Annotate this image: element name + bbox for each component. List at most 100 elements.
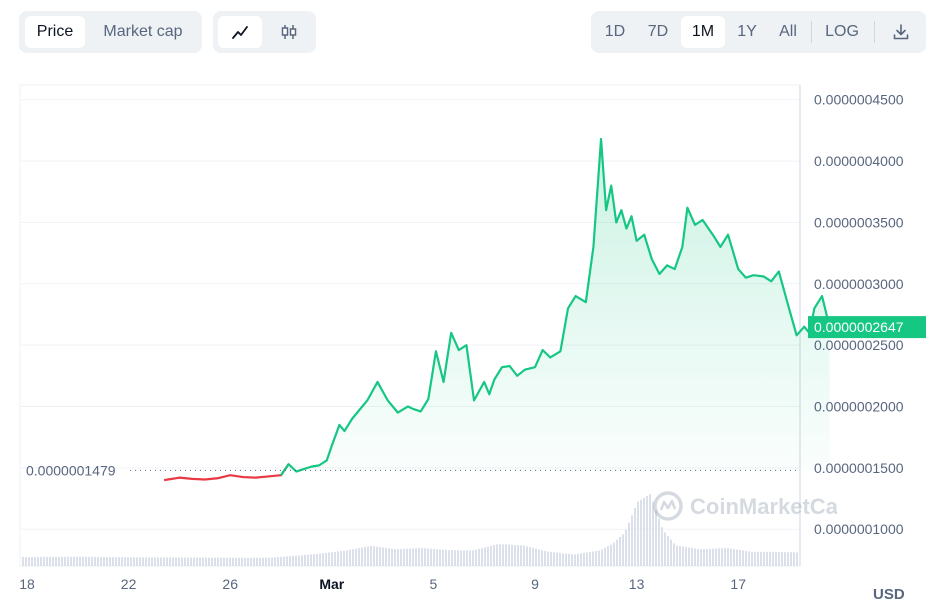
range-7d[interactable]: 7D	[647, 23, 669, 40]
volume-bar	[370, 545, 372, 566]
volume-bar	[739, 550, 741, 566]
volume-bar	[358, 548, 360, 566]
volume-bar	[598, 550, 600, 566]
y-tick-label: 0.0000003500	[814, 214, 904, 230]
volume-bar	[532, 547, 534, 566]
tab-market-cap[interactable]: Market cap	[103, 23, 183, 40]
volume-bar	[628, 522, 630, 566]
volume-bar	[610, 544, 612, 566]
volume-bar	[679, 546, 681, 566]
volume-bar	[409, 548, 411, 566]
volume-bar	[616, 539, 618, 566]
volume-bar	[259, 557, 261, 566]
download-icon	[893, 24, 909, 40]
volume-bar	[697, 548, 699, 566]
download-button[interactable]	[881, 16, 921, 48]
volume-bar	[397, 549, 399, 566]
volume-bar	[661, 527, 663, 566]
volume-bar	[166, 557, 168, 566]
volume-bar	[94, 556, 96, 566]
x-tick-label: Mar	[319, 576, 344, 592]
volume-bar	[109, 557, 111, 566]
volume-bar	[385, 547, 387, 566]
coinmarketcap-watermark: CoinMarketCap	[652, 490, 837, 524]
volume-bar	[400, 549, 402, 566]
volume-bar	[124, 557, 126, 566]
volume-bar	[634, 508, 636, 566]
volume-bar	[694, 548, 696, 566]
volume-bar	[232, 557, 234, 566]
volume-bar	[43, 556, 45, 566]
volume-bar	[340, 551, 342, 566]
y-tick-label: 0.0000002500	[814, 337, 904, 353]
volume-bar	[91, 556, 93, 566]
volume-bar	[658, 518, 660, 566]
line-chart-button[interactable]	[218, 16, 262, 48]
volume-bar	[757, 551, 759, 566]
x-tick-label: 17	[730, 576, 746, 592]
volume-bar	[205, 557, 207, 566]
tab-price[interactable]: Price	[25, 16, 85, 48]
range-1d[interactable]: 1D	[604, 23, 626, 40]
log-scale-toggle[interactable]: LOG	[825, 23, 859, 40]
volume-bar	[580, 553, 582, 566]
volume-bar	[607, 546, 609, 566]
volume-bar	[613, 542, 615, 566]
volume-bar	[175, 557, 177, 566]
x-tick-label: 5	[430, 576, 438, 592]
volume-bar	[292, 555, 294, 566]
volume-bar	[307, 554, 309, 566]
price-line-down	[163, 463, 290, 482]
volume-bar	[364, 547, 366, 566]
volume-bar	[211, 557, 213, 566]
volume-bar	[136, 557, 138, 566]
volume-bar	[775, 551, 777, 566]
candlestick-button[interactable]	[267, 16, 311, 48]
volume-bar	[142, 557, 144, 566]
volume-bar	[415, 548, 417, 566]
volume-bar	[34, 556, 36, 566]
volume-bar	[667, 536, 669, 566]
volume-bar	[79, 556, 81, 566]
volume-bar	[682, 546, 684, 566]
volume-bar	[382, 547, 384, 566]
volume-bar	[754, 551, 756, 566]
volume-bar	[742, 550, 744, 566]
volume-bar	[325, 552, 327, 566]
volume-bar	[277, 557, 279, 566]
volume-bar	[304, 554, 306, 566]
range-1y[interactable]: 1Y	[737, 23, 757, 40]
volume-bar	[31, 556, 33, 566]
volume-bar	[457, 550, 459, 566]
volume-bar	[649, 494, 651, 566]
volume-bar	[226, 557, 228, 566]
volume-bar	[244, 557, 246, 566]
volume-bar	[574, 554, 576, 566]
volume-bar	[688, 547, 690, 566]
volume-bar	[133, 557, 135, 566]
volume-bar	[466, 550, 468, 566]
volume-bar	[376, 546, 378, 566]
range-1m[interactable]: 1M	[681, 16, 725, 48]
volume-bar	[619, 537, 621, 566]
volume-bar	[487, 546, 489, 566]
volume-bar	[238, 557, 240, 566]
volume-bar	[169, 557, 171, 566]
volume-bar	[676, 545, 678, 566]
volume-bar	[568, 553, 570, 566]
volume-bar	[331, 552, 333, 566]
volume-bar	[769, 551, 771, 566]
volume-bar	[64, 556, 66, 566]
volume-bar	[22, 557, 24, 566]
volume-bar	[127, 557, 129, 566]
volume-bar	[118, 557, 120, 566]
current-price-label: 0.0000002647	[814, 319, 904, 335]
volume-bar	[208, 557, 210, 566]
range-all[interactable]: All	[779, 23, 797, 40]
volume-bar	[787, 552, 789, 566]
volume-bar	[97, 556, 99, 566]
volume-bar	[250, 557, 252, 566]
volume-bar	[685, 546, 687, 566]
volume-bar	[271, 557, 273, 566]
